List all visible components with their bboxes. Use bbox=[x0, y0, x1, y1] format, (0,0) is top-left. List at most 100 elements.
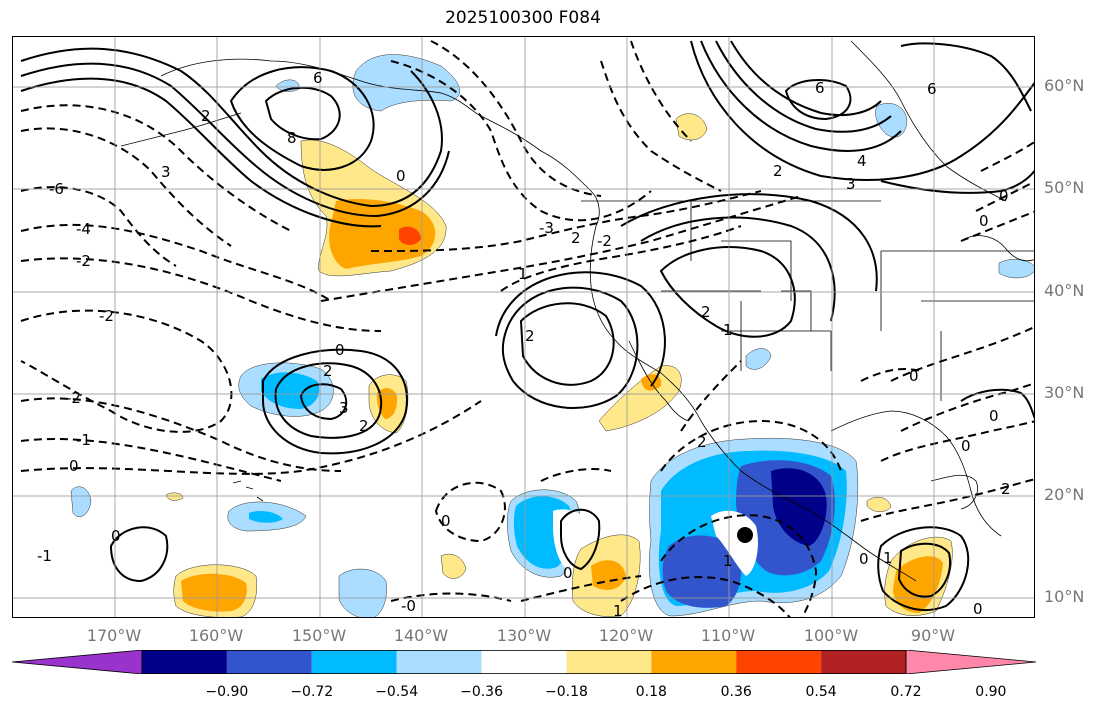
longitude-label: 140°W bbox=[393, 626, 449, 645]
contour-label: 6 bbox=[815, 79, 825, 97]
baja bbox=[628, 340, 690, 422]
contour-dashed bbox=[430, 40, 602, 197]
contour-dashed bbox=[20, 257, 382, 332]
contour-dashed bbox=[20, 127, 232, 247]
longitude-label: 160°W bbox=[188, 626, 244, 645]
contour-solid bbox=[730, 40, 882, 117]
map-title: 2025100300 F084 bbox=[445, 8, 601, 28]
contour-label: 1 bbox=[723, 321, 733, 339]
shade-yellow bbox=[165, 492, 184, 501]
contour-label: 6 bbox=[313, 69, 323, 87]
contour-dashed bbox=[860, 478, 1034, 522]
contour-solid bbox=[784, 79, 852, 121]
contour-label: -6 bbox=[49, 180, 64, 198]
colorbar-tick-label: −0.90 bbox=[205, 684, 249, 700]
contour-solid bbox=[715, 40, 892, 133]
colorbar-tick-label: 0.54 bbox=[805, 684, 837, 700]
contour-dashed bbox=[20, 397, 342, 472]
contour-label: 0 bbox=[441, 512, 451, 530]
shade-orange bbox=[893, 556, 943, 613]
colorbar-tick-label: 0.36 bbox=[720, 684, 752, 700]
contour-label: 0 bbox=[859, 550, 869, 568]
colorbar-segment bbox=[736, 650, 822, 674]
shade-light-blue bbox=[70, 486, 92, 517]
colorbar-tick-label: −0.18 bbox=[544, 684, 588, 700]
contour-solid bbox=[20, 77, 382, 228]
latitude-label: 20°N bbox=[1044, 485, 1085, 504]
contour-label: -0 bbox=[401, 597, 416, 615]
latitude-label: 50°N bbox=[1044, 178, 1085, 197]
contour-dashed bbox=[660, 514, 818, 617]
contour-dashed bbox=[20, 309, 233, 433]
shade-yellow bbox=[675, 113, 708, 141]
shade-cyan bbox=[249, 511, 283, 523]
contour-dashed bbox=[20, 186, 177, 267]
latitude-label: 40°N bbox=[1044, 281, 1085, 300]
contour-solid bbox=[880, 169, 1034, 194]
contour-solid bbox=[109, 526, 169, 583]
contour-label: -2 bbox=[66, 389, 81, 407]
longitude-label: 90°W bbox=[910, 626, 956, 645]
contour-label: 0 bbox=[111, 527, 121, 545]
contour-label: 0 bbox=[961, 437, 971, 455]
latitude-label: 10°N bbox=[1044, 587, 1085, 606]
contour-solid bbox=[495, 271, 666, 387]
contour-label: 3 bbox=[846, 175, 856, 193]
contour-label: 0 bbox=[989, 407, 999, 425]
contour-label: 1 bbox=[883, 549, 893, 567]
longitude-label: 150°W bbox=[291, 626, 347, 645]
contour-dashed bbox=[20, 400, 482, 475]
contour-solid bbox=[20, 62, 450, 218]
contour-dashed bbox=[320, 195, 802, 302]
contour-label: 0 bbox=[396, 167, 406, 185]
aleutians bbox=[120, 112, 242, 147]
contour-solid bbox=[262, 348, 408, 455]
contour-label: 2 bbox=[571, 229, 581, 247]
contour-label: 2 bbox=[773, 162, 783, 180]
contour-label: 0 bbox=[69, 457, 79, 475]
colorbar-tick-label: 0.90 bbox=[975, 684, 1007, 700]
shade-orange bbox=[376, 388, 398, 419]
contour-label: 6 bbox=[927, 80, 937, 98]
colorbar-segment bbox=[481, 650, 567, 674]
na-west-coast bbox=[589, 225, 917, 582]
shade-light-blue bbox=[338, 568, 387, 617]
longitude-label: 120°W bbox=[598, 626, 654, 645]
contour-label: 1 bbox=[723, 552, 733, 570]
contour-dashed bbox=[600, 60, 722, 192]
map-frame[interactable]: 6 8 2 3 -6 -4 -2 -2 -2 -1 0 0 2 3 2 0 -3… bbox=[12, 36, 1035, 618]
shade-navy bbox=[771, 468, 827, 546]
contour-label: -2 bbox=[597, 232, 612, 250]
contour-label: 0 bbox=[979, 212, 989, 230]
colorbar-tick-label: −0.54 bbox=[375, 684, 419, 700]
contour-solid bbox=[264, 86, 341, 141]
colorbar-segment bbox=[651, 650, 737, 674]
contour-dashed bbox=[500, 225, 742, 292]
shade-yellow bbox=[440, 553, 467, 579]
contour-dashed bbox=[680, 360, 742, 432]
map-canvas[interactable]: 6 8 2 3 -6 -4 -2 -2 -2 -1 0 0 2 3 2 0 -3… bbox=[13, 37, 1035, 618]
colorbar-arrow-high bbox=[905, 650, 1036, 674]
contour-label-layer: 6 8 2 3 -6 -4 -2 -2 -2 -1 0 0 2 3 2 0 -3… bbox=[37, 69, 1011, 618]
colorbar bbox=[12, 650, 1036, 674]
shade-orange bbox=[181, 573, 247, 612]
contour-label: 2 bbox=[1001, 480, 1011, 498]
contour-label: -1 bbox=[76, 431, 91, 449]
contour-dashed bbox=[20, 223, 332, 302]
contour-label: 0 bbox=[999, 187, 1009, 205]
contour-solid bbox=[700, 40, 902, 152]
contour-solid bbox=[640, 216, 836, 322]
contour-dashed bbox=[620, 576, 791, 617]
contour-label: 8 bbox=[287, 129, 297, 147]
contour-dashed bbox=[20, 438, 282, 482]
coastlines bbox=[120, 40, 1034, 582]
contour-dashed bbox=[960, 141, 1034, 242]
contour-label: -3 bbox=[539, 219, 554, 237]
contour-solid bbox=[900, 42, 1032, 112]
gulf-coast bbox=[830, 410, 1002, 537]
shade-orange bbox=[329, 199, 436, 269]
contour-label: 0 bbox=[563, 564, 573, 582]
storm-center-marker bbox=[737, 527, 753, 543]
colorbar-segment bbox=[142, 650, 227, 674]
contour-label: 0 bbox=[973, 600, 983, 618]
